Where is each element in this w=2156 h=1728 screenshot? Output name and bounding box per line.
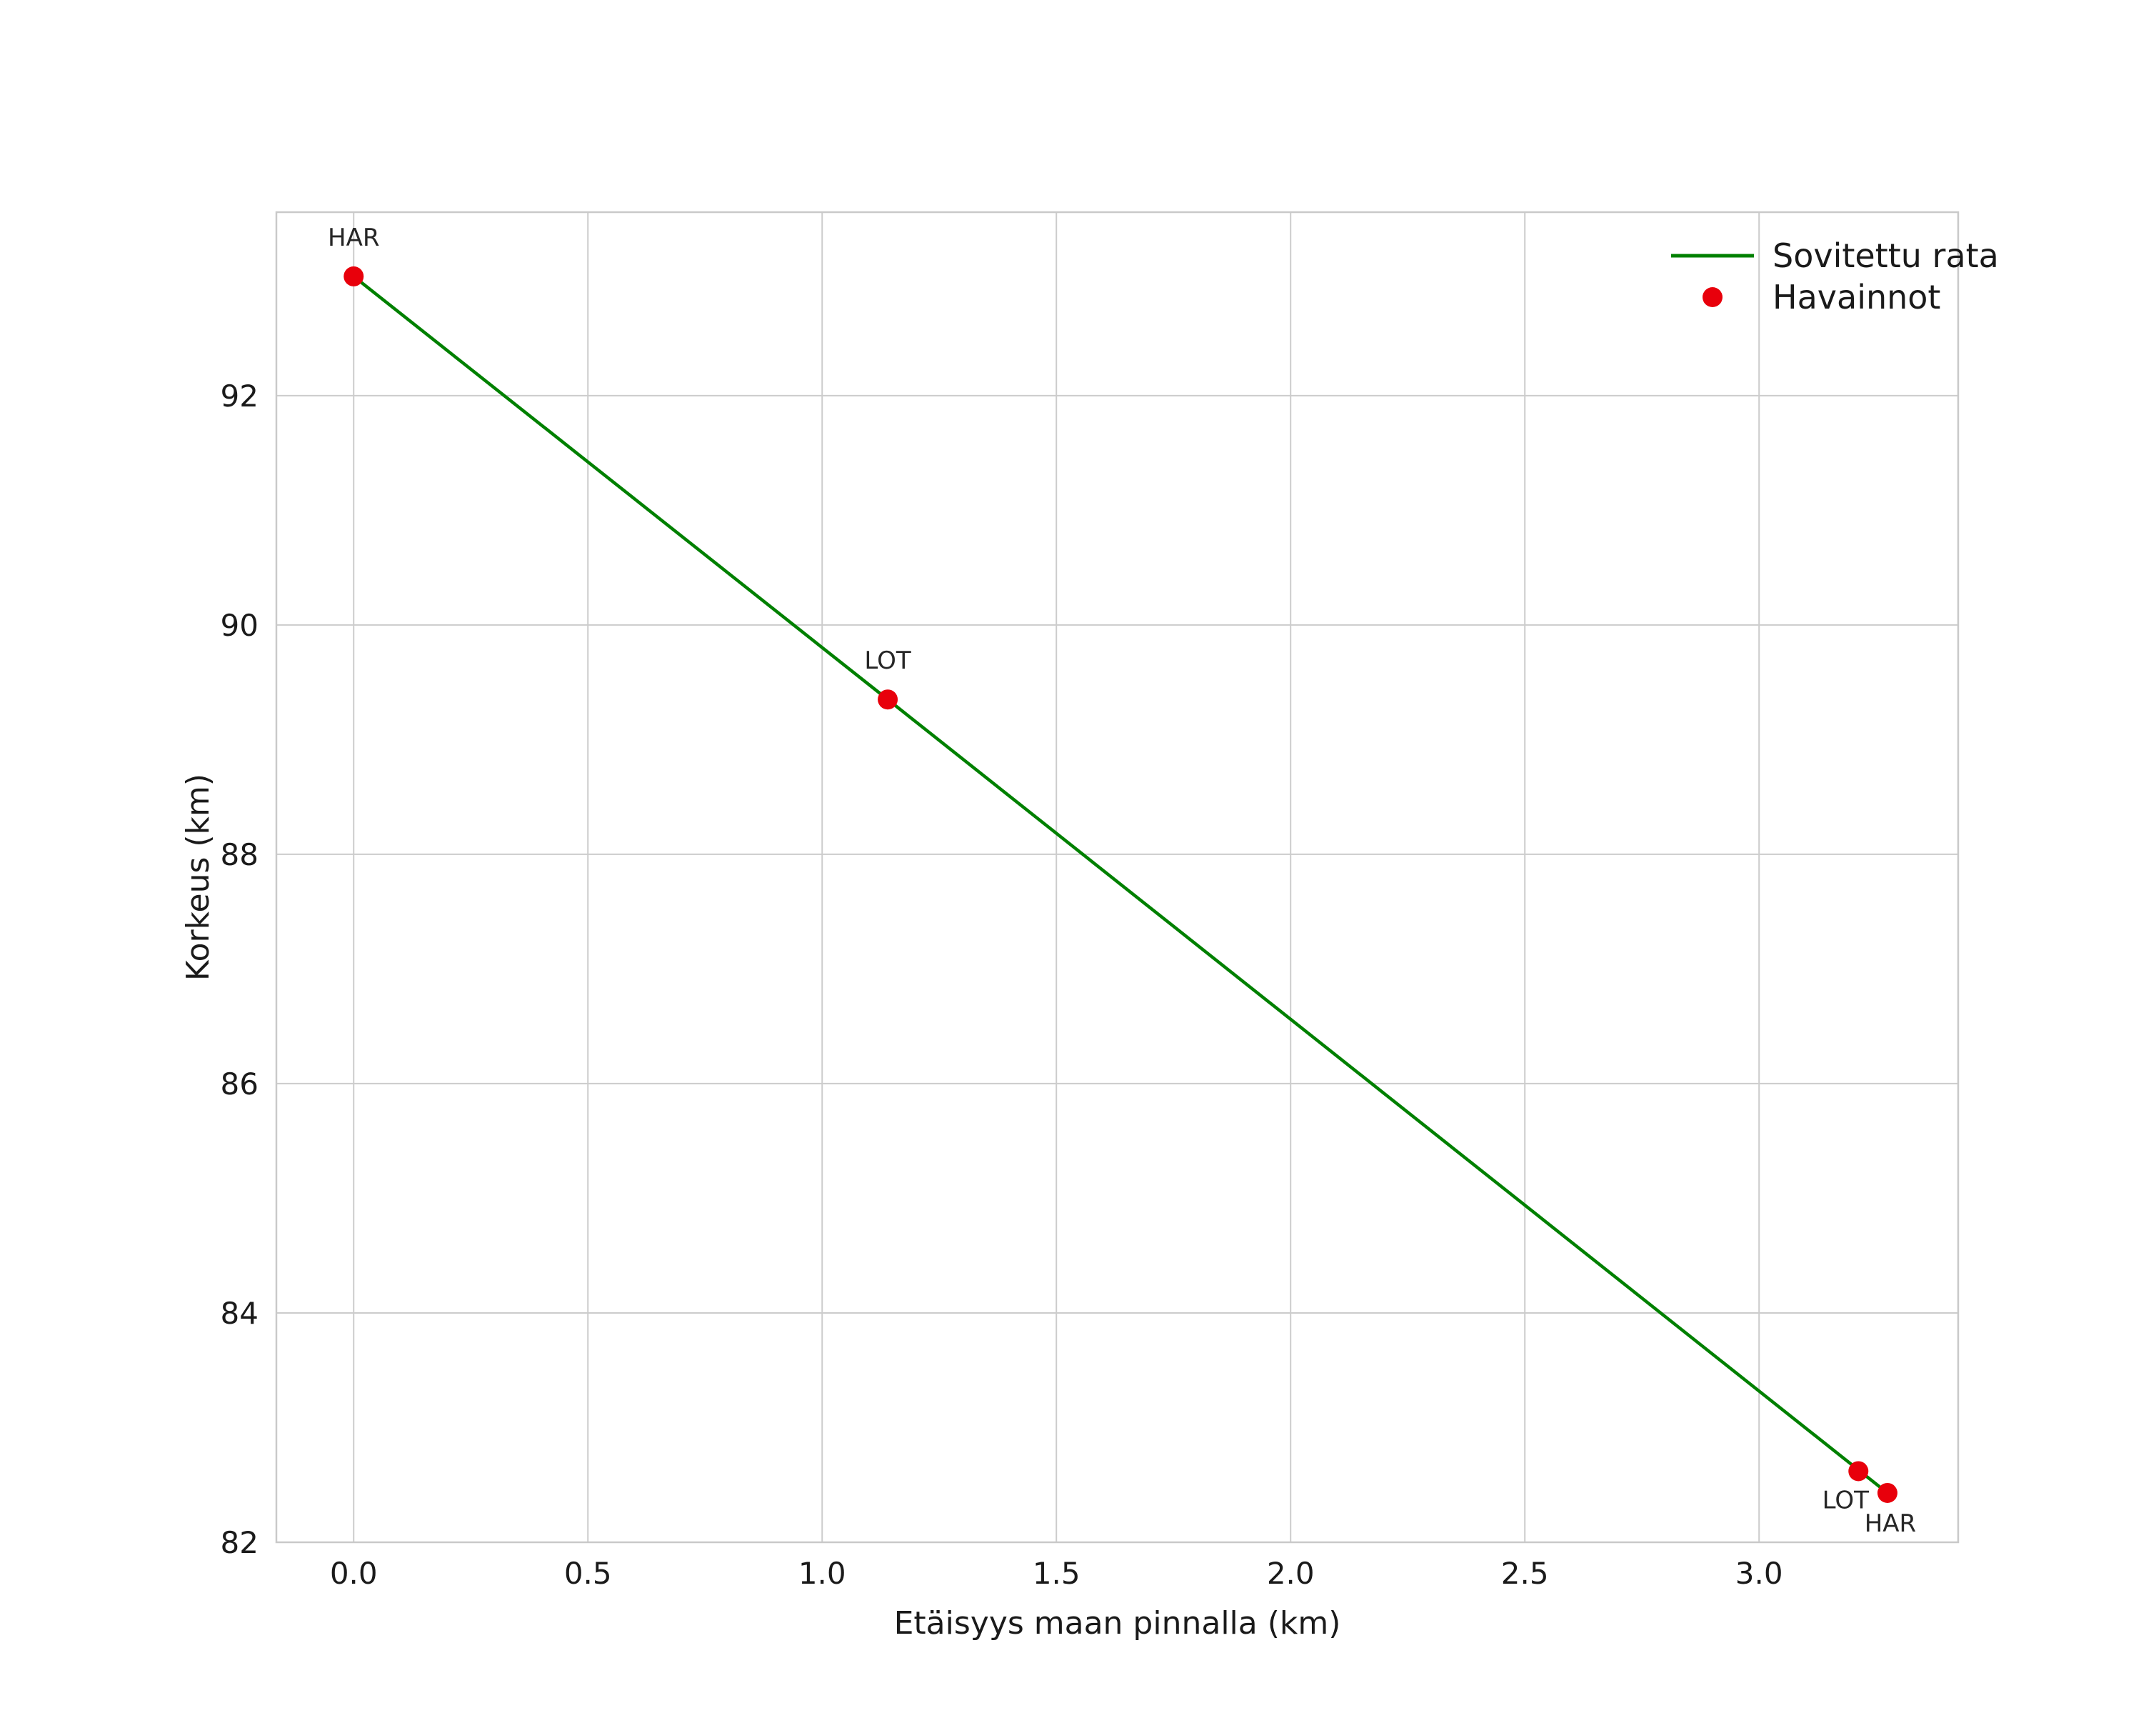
- observation-point: [344, 266, 364, 286]
- plot-border: [275, 211, 1960, 1544]
- x-tick-label: 1.0: [798, 1556, 846, 1591]
- point-label: LOT: [1822, 1486, 1869, 1514]
- legend-point-sample: [1703, 287, 1723, 307]
- y-axis-label: Korkeus (km): [180, 774, 216, 981]
- y-tick-label: 84: [221, 1296, 259, 1331]
- x-tick-label: 0.5: [564, 1556, 612, 1591]
- y-tick-label: 86: [221, 1067, 259, 1102]
- x-tick-label: 2.0: [1267, 1556, 1315, 1591]
- y-tick-label: 88: [221, 837, 259, 872]
- y-tick-label: 90: [221, 608, 259, 643]
- point-label: HAR: [1865, 1509, 1916, 1538]
- legend-label: Havainnot: [1773, 278, 1940, 316]
- legend-label: Sovitettu rata: [1773, 236, 1999, 275]
- x-tick-label: 2.5: [1501, 1556, 1549, 1591]
- observation-point: [1848, 1461, 1869, 1482]
- point-label: HAR: [328, 224, 379, 252]
- x-tick-label: 3.0: [1735, 1556, 1783, 1591]
- y-tick-label: 82: [221, 1525, 259, 1560]
- plot-area: [276, 212, 1958, 1542]
- x-tick-label: 1.5: [1033, 1556, 1080, 1591]
- x-axis-label: Etäisyys maan pinnalla (km): [894, 1605, 1341, 1642]
- observation-point: [878, 689, 898, 710]
- point-label: LOT: [864, 646, 911, 675]
- y-tick-label: 92: [221, 379, 259, 414]
- x-tick-label: 0.0: [330, 1556, 378, 1591]
- observation-point: [1877, 1482, 1897, 1503]
